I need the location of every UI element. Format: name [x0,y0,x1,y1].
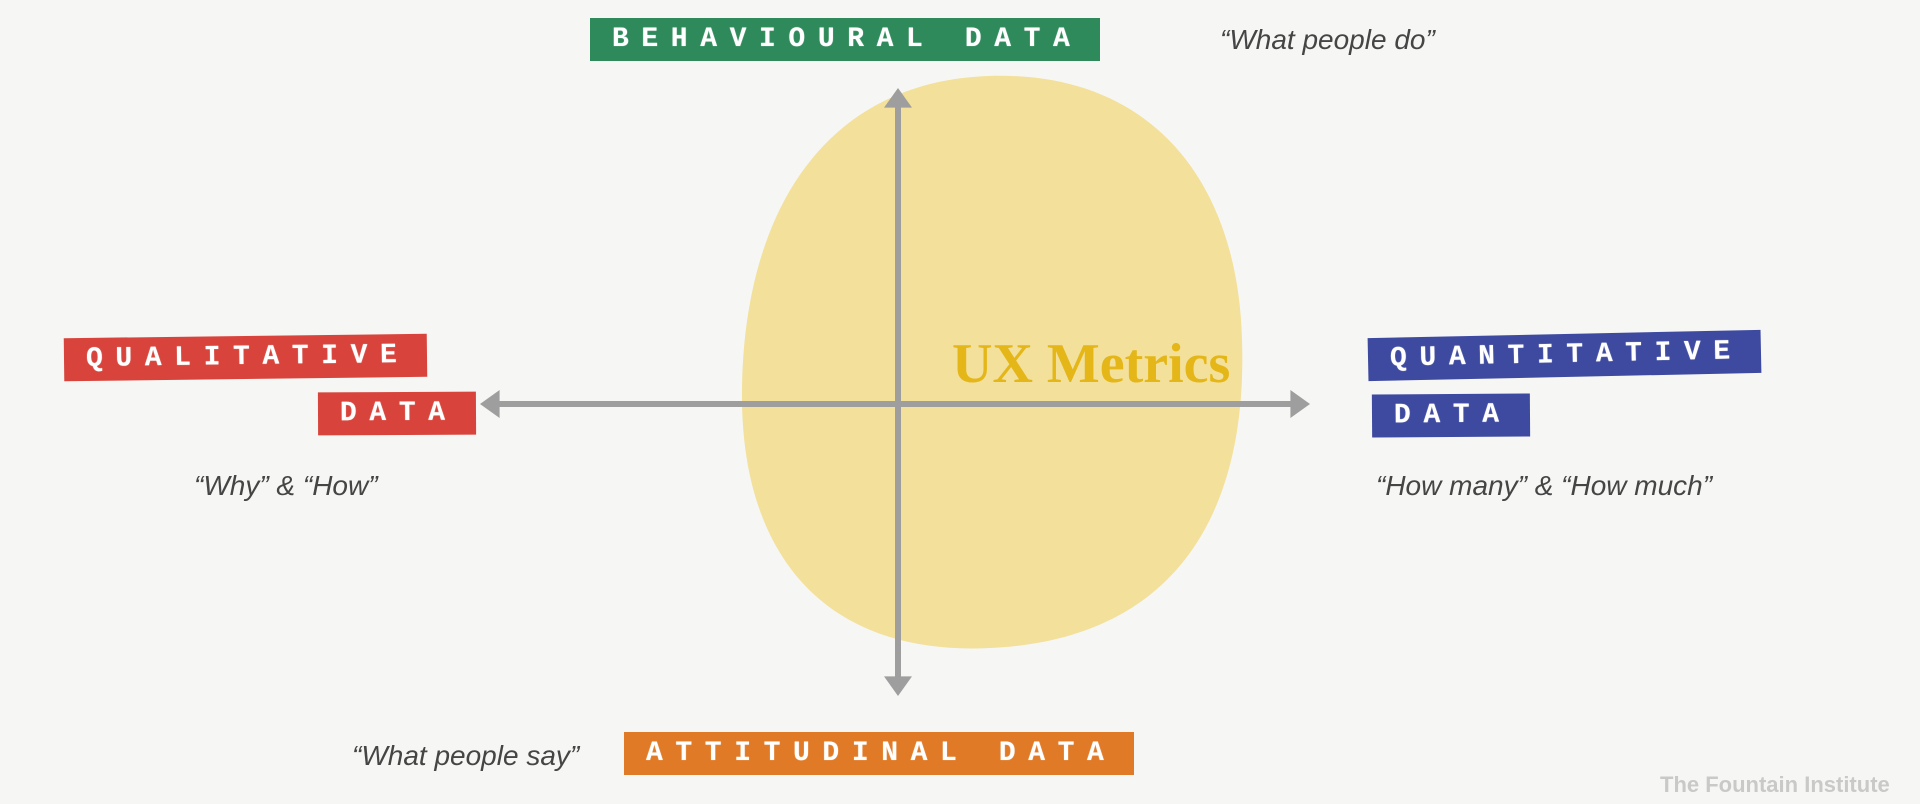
behavioural-data-label: BEHAVIOURAL DATA [590,18,1100,61]
attitudinal-data-label: ATTITUDINAL DATA [624,732,1134,775]
quantitative-label-line1: QUANTITATIVE [1368,330,1762,381]
qualitative-quote: “Why” & “How” [194,470,378,502]
center-label-ux-metrics: UX Metrics [952,332,1230,396]
attribution-text: The Fountain Institute [1660,772,1890,798]
quantitative-label-line2: DATA [1372,393,1530,437]
quantitative-quote: “How many” & “How much” [1376,470,1712,502]
qualitative-label-line1: QUALITATIVE [64,334,428,381]
diagram-canvas: UX Metrics BEHAVIOURAL DATA “What people… [0,0,1920,804]
qualitative-label-line2: DATA [318,392,476,436]
quadrant-axes [0,0,1920,804]
behavioural-quote: “What people do” [1220,24,1435,56]
attitudinal-quote: “What people say” [352,740,579,772]
